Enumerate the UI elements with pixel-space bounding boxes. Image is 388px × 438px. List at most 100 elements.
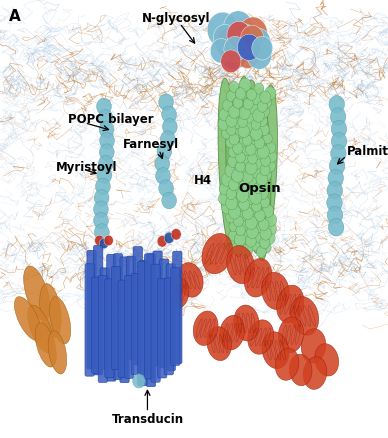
Circle shape (218, 118, 230, 131)
Circle shape (232, 116, 244, 130)
FancyBboxPatch shape (87, 251, 96, 369)
Circle shape (246, 90, 256, 101)
Ellipse shape (164, 277, 189, 310)
Circle shape (247, 202, 258, 215)
Circle shape (94, 213, 108, 230)
FancyBboxPatch shape (140, 261, 149, 374)
Circle shape (255, 210, 265, 222)
Circle shape (215, 28, 242, 59)
FancyBboxPatch shape (113, 254, 123, 380)
Circle shape (95, 236, 104, 246)
Circle shape (239, 153, 250, 166)
Circle shape (245, 235, 256, 247)
Circle shape (327, 182, 343, 200)
Circle shape (257, 146, 269, 159)
Circle shape (257, 178, 268, 191)
Ellipse shape (218, 79, 240, 254)
Circle shape (236, 152, 245, 164)
Circle shape (230, 25, 258, 56)
Circle shape (256, 187, 268, 200)
Circle shape (99, 122, 114, 138)
Ellipse shape (14, 297, 42, 341)
Circle shape (229, 106, 240, 119)
Circle shape (97, 99, 111, 116)
Circle shape (160, 131, 175, 148)
Circle shape (229, 147, 239, 158)
FancyBboxPatch shape (138, 261, 147, 386)
Circle shape (243, 184, 255, 197)
Circle shape (99, 239, 109, 249)
Circle shape (247, 42, 272, 70)
Text: H4: H4 (194, 174, 212, 187)
Circle shape (226, 189, 236, 200)
Circle shape (226, 138, 236, 148)
Circle shape (260, 92, 271, 104)
Circle shape (251, 211, 263, 225)
Circle shape (97, 167, 112, 184)
Circle shape (253, 221, 265, 233)
Circle shape (249, 191, 262, 205)
Ellipse shape (227, 246, 255, 284)
Circle shape (239, 107, 250, 120)
Circle shape (236, 88, 247, 102)
Circle shape (234, 236, 246, 249)
Circle shape (328, 219, 344, 237)
Circle shape (104, 236, 113, 246)
Circle shape (262, 97, 272, 109)
Circle shape (236, 226, 246, 236)
Circle shape (99, 145, 114, 161)
Circle shape (263, 134, 272, 145)
Circle shape (229, 180, 239, 191)
Circle shape (232, 108, 241, 119)
Circle shape (258, 219, 269, 231)
Circle shape (329, 96, 345, 114)
Circle shape (225, 164, 237, 178)
Circle shape (229, 134, 239, 146)
Ellipse shape (244, 81, 265, 254)
Circle shape (226, 115, 237, 128)
Circle shape (239, 135, 251, 148)
FancyBboxPatch shape (153, 251, 162, 366)
Circle shape (164, 233, 174, 244)
FancyBboxPatch shape (85, 264, 94, 376)
Ellipse shape (35, 323, 56, 367)
FancyBboxPatch shape (144, 254, 154, 379)
Circle shape (225, 239, 236, 252)
Circle shape (237, 200, 247, 212)
Circle shape (99, 156, 113, 173)
Circle shape (266, 143, 276, 154)
Circle shape (233, 98, 243, 109)
Circle shape (232, 98, 243, 110)
Circle shape (248, 154, 257, 165)
Circle shape (232, 172, 243, 184)
Circle shape (235, 162, 247, 176)
Circle shape (247, 129, 258, 141)
Circle shape (330, 109, 346, 126)
Circle shape (98, 110, 113, 127)
Ellipse shape (207, 327, 231, 361)
FancyBboxPatch shape (125, 276, 134, 378)
Circle shape (94, 201, 108, 218)
Circle shape (241, 145, 251, 156)
Circle shape (229, 230, 238, 241)
Circle shape (242, 136, 252, 147)
Circle shape (218, 192, 230, 205)
Ellipse shape (50, 297, 71, 344)
Circle shape (327, 194, 342, 212)
Circle shape (250, 92, 262, 105)
Circle shape (236, 125, 248, 139)
Ellipse shape (231, 77, 252, 251)
FancyBboxPatch shape (166, 264, 175, 371)
Circle shape (264, 88, 276, 101)
Circle shape (242, 244, 253, 257)
Circle shape (253, 184, 263, 194)
Circle shape (267, 152, 277, 163)
Circle shape (227, 125, 236, 136)
Circle shape (159, 95, 173, 111)
FancyBboxPatch shape (126, 257, 136, 360)
FancyBboxPatch shape (111, 267, 121, 370)
Circle shape (239, 181, 249, 192)
Text: Transducin: Transducin (111, 412, 184, 425)
Ellipse shape (193, 311, 218, 346)
Circle shape (162, 193, 177, 209)
